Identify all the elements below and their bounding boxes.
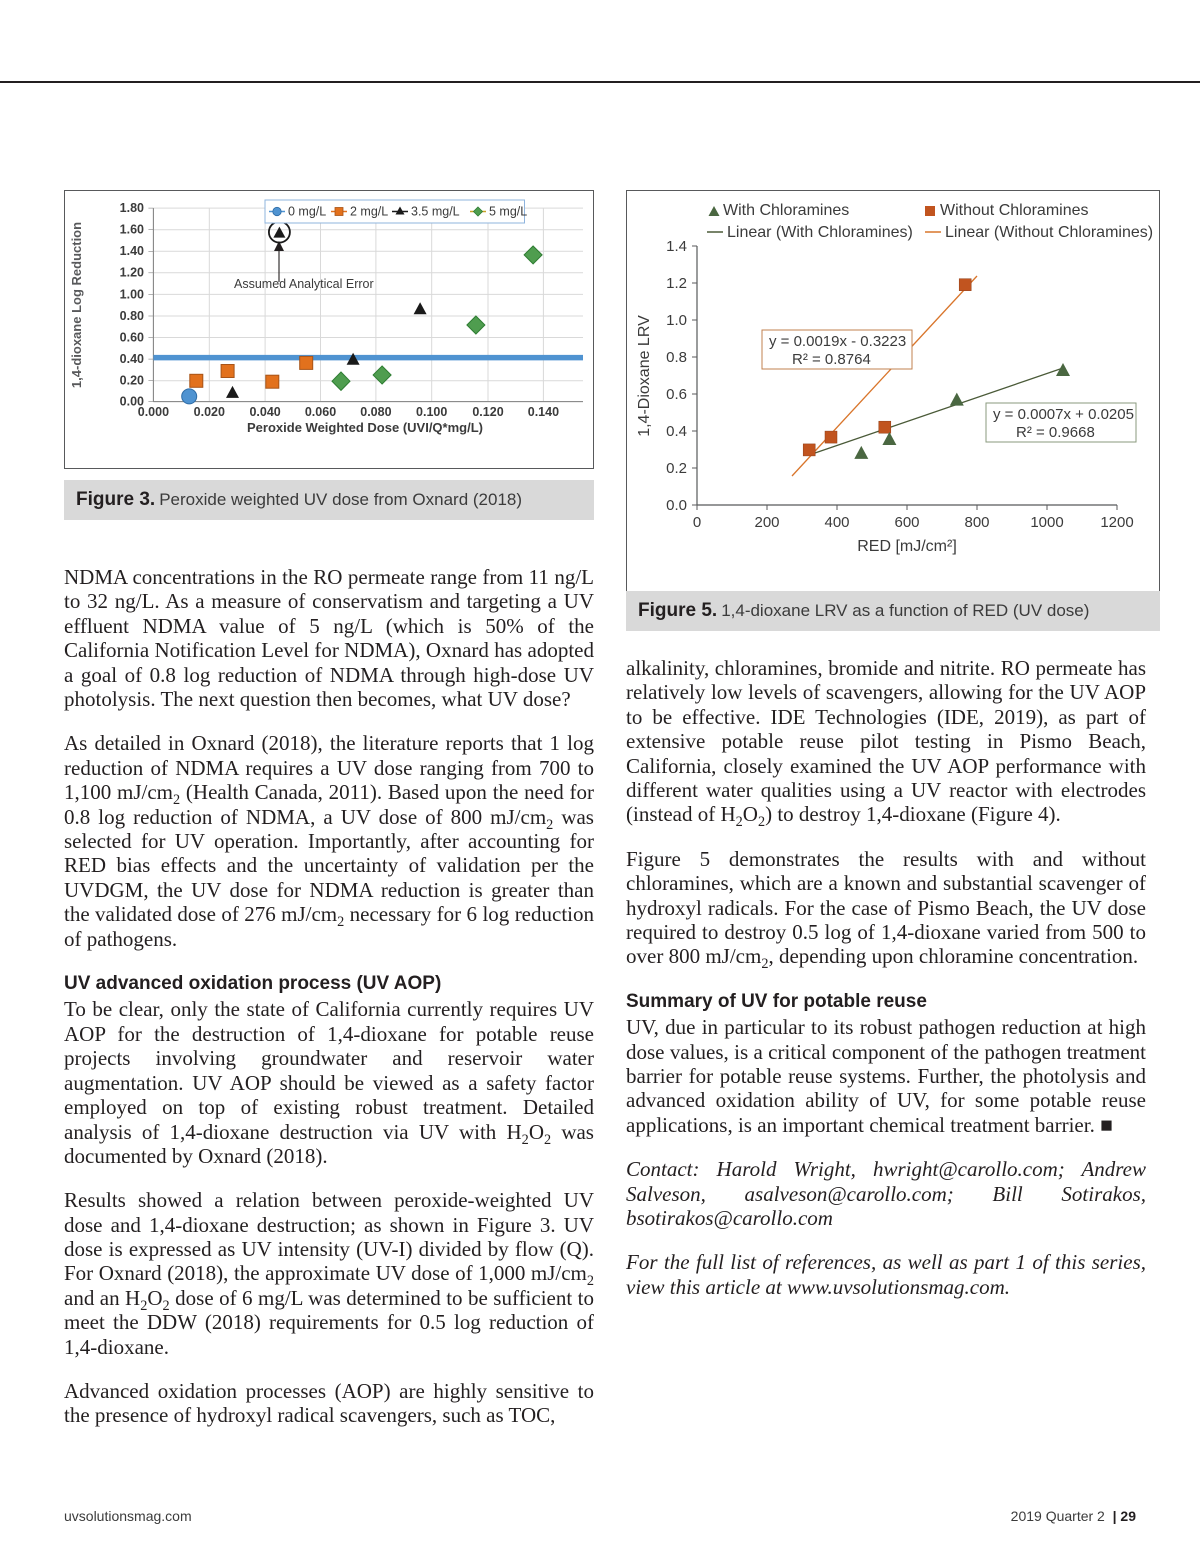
svg-text:1000: 1000 — [1030, 514, 1063, 531]
svg-text:1200: 1200 — [1100, 514, 1133, 531]
svg-text:0.040: 0.040 — [249, 405, 280, 419]
svg-text:400: 400 — [824, 514, 849, 531]
svg-text:0.020: 0.020 — [194, 405, 225, 419]
svg-text:0.060: 0.060 — [305, 405, 336, 419]
svg-text:0.120: 0.120 — [472, 405, 503, 419]
svg-text:Peroxide Weighted Dose (UVI/Q*: Peroxide Weighted Dose (UVI/Q*mg/L) — [247, 420, 483, 435]
svg-text:600: 600 — [894, 514, 919, 531]
svg-text:0.4: 0.4 — [666, 423, 687, 440]
svg-text:200: 200 — [754, 514, 779, 531]
svg-text:Linear (With Chloramines): Linear (With Chloramines) — [727, 224, 913, 241]
svg-text:0.140: 0.140 — [528, 405, 559, 419]
svg-text:1.80: 1.80 — [120, 201, 144, 215]
svg-text:0.080: 0.080 — [360, 405, 391, 419]
svg-text:1.0: 1.0 — [666, 312, 687, 329]
svg-text:1.00: 1.00 — [120, 287, 144, 301]
svg-text:With Chloramines: With Chloramines — [723, 202, 849, 219]
svg-text:5 mg/L: 5 mg/L — [489, 205, 527, 219]
svg-text:Without Chloramines: Without Chloramines — [940, 202, 1089, 219]
svg-text:0.20: 0.20 — [120, 374, 144, 388]
svg-text:0.0: 0.0 — [666, 497, 687, 514]
svg-text:2 mg/L: 2 mg/L — [350, 205, 388, 219]
svg-text:1.4: 1.4 — [666, 238, 687, 255]
svg-text:0.40: 0.40 — [120, 352, 144, 366]
svg-text:0.2: 0.2 — [666, 460, 687, 477]
svg-text:1,4-Dioxane LRV: 1,4-Dioxane LRV — [636, 315, 653, 437]
svg-text:0.000: 0.000 — [138, 405, 169, 419]
svg-text:0.6: 0.6 — [666, 386, 687, 403]
svg-text:1.60: 1.60 — [120, 223, 144, 237]
svg-text:RED [mJ/cm²]: RED [mJ/cm²] — [857, 538, 957, 555]
svg-text:0.60: 0.60 — [120, 330, 144, 344]
svg-text:1.2: 1.2 — [666, 275, 687, 292]
svg-text:1.20: 1.20 — [120, 266, 144, 280]
svg-text:0.80: 0.80 — [120, 309, 144, 323]
svg-text:Assumed Analytical Error: Assumed Analytical Error — [234, 277, 374, 291]
svg-text:R² = 0.9668: R² = 0.9668 — [1016, 424, 1095, 441]
svg-text:1,4-dioxane Log Reduction: 1,4-dioxane Log Reduction — [69, 222, 84, 388]
svg-text:1.40: 1.40 — [120, 244, 144, 258]
svg-text:800: 800 — [964, 514, 989, 531]
svg-text:0: 0 — [693, 514, 701, 531]
svg-text:0 mg/L: 0 mg/L — [288, 205, 326, 219]
svg-text:0.8: 0.8 — [666, 349, 687, 366]
svg-text:y = 0.0019x - 0.3223: y = 0.0019x - 0.3223 — [769, 333, 906, 350]
svg-text:Linear (Without Chloramines): Linear (Without Chloramines) — [945, 224, 1153, 241]
svg-text:R² = 0.8764: R² = 0.8764 — [792, 351, 871, 368]
svg-text:0.100: 0.100 — [416, 405, 447, 419]
svg-text:y = 0.0007x + 0.0205: y = 0.0007x + 0.0205 — [993, 406, 1134, 423]
svg-text:3.5 mg/L: 3.5 mg/L — [411, 205, 460, 219]
